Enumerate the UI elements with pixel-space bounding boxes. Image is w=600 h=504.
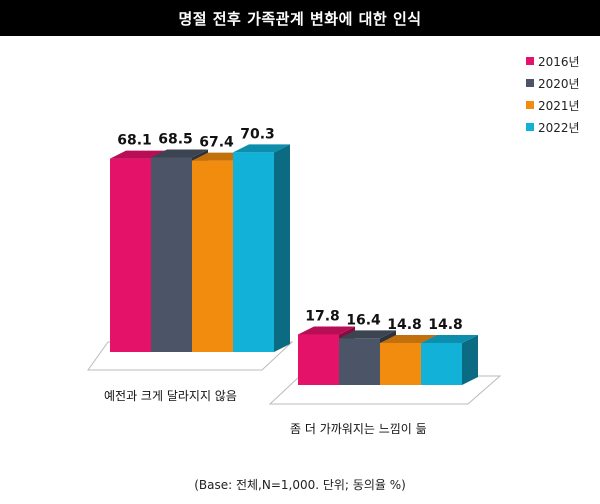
value-label-2021년-0: 67.4 [199,135,234,151]
legend-swatch-2016 [526,57,534,65]
legend-label-2016: 2016년 [538,54,580,69]
value-label-2022년-0: 70.3 [240,126,275,142]
bar-2016년-1 [298,334,339,385]
footnote: (Base: 전체,N=1,000. 단위; 동의율 %) [194,478,406,492]
legend-label-2021: 2021년 [538,98,580,113]
bar-2022년-1 [421,342,462,385]
bar-2020년-1 [339,338,380,385]
legend-label-2020: 2020년 [538,76,580,91]
value-label-2016년-0: 68.1 [117,133,152,149]
bar-top-2021년-1 [380,334,437,343]
bar-top-2022년-1 [421,334,478,343]
bar-side-2022년-1 [462,334,478,385]
legend-swatch-2021 [526,101,534,109]
legend-label-2022: 2022년 [538,120,580,135]
bar-2020년-0 [151,157,192,352]
bar-top-2022년-0 [233,144,290,153]
legend-item-2020: 2020년 [526,72,580,94]
value-label-2022년-1: 14.8 [428,317,463,333]
legend-swatch-2022 [526,123,534,131]
legend: 2016년 2020년 2021년 2022년 [526,50,580,138]
value-label-2021년-1: 14.8 [387,317,422,333]
legend-swatch-2020 [526,79,534,87]
category-label-1: 예전과 크게 달라지지 않음 [104,389,237,403]
legend-item-2016: 2016년 [526,50,580,72]
bar-2016년-0 [110,158,151,352]
category-label-2: 좀 더 가까워지는 느낌이 듦 [290,422,427,436]
bar-top-2020년-1 [339,330,396,339]
bar-2022년-0 [233,152,274,352]
bar-top-2016년-1 [298,326,355,335]
legend-item-2022: 2022년 [526,116,580,138]
value-label-2020년-0: 68.5 [158,131,193,147]
bar-2021년-1 [380,342,421,385]
chart-title: 명절 전후 가족관계 변화에 대한 인식 [0,0,600,36]
bar-side-2022년-0 [274,144,290,352]
legend-item-2021: 2021년 [526,94,580,116]
bar-top-2020년-0 [151,149,208,158]
value-label-2016년-1: 17.8 [305,308,340,324]
value-label-2020년-1: 16.4 [346,312,381,328]
bar-2021년-0 [192,160,233,352]
